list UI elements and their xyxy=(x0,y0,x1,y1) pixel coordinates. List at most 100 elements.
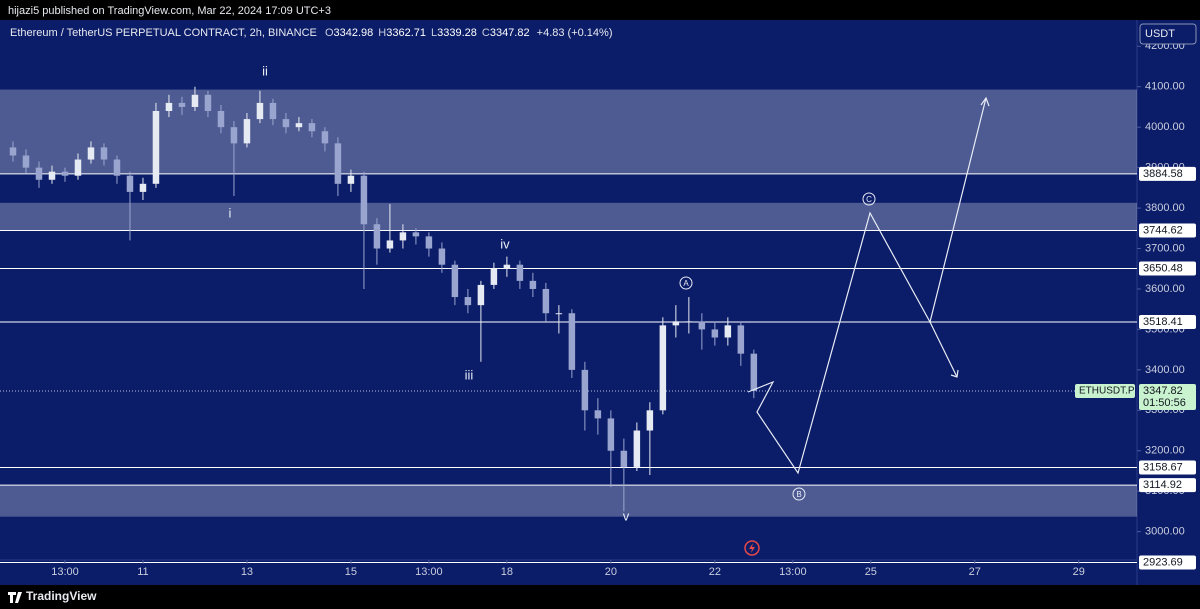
level-label-box xyxy=(1139,223,1196,238)
x-tick-label: 13 xyxy=(241,566,253,578)
ohlc-value: 3347.82 xyxy=(490,27,530,39)
last-price-box xyxy=(1139,383,1196,410)
y-tick-label: 4100.00 xyxy=(1145,81,1185,93)
ohlc-value: 3339.28 xyxy=(437,27,477,39)
candle-body xyxy=(646,410,654,431)
y-tick-label: 3200.00 xyxy=(1145,445,1185,457)
level-label-box xyxy=(1139,460,1196,475)
time-axis: 13:00 11 13 15 13:00 18 20 22 13:00 25 27 29 xyxy=(51,560,1085,578)
arrow-head xyxy=(950,369,959,378)
publisher: hijazi5 published on TradingView.com, Ma… xyxy=(8,5,331,17)
candle-body xyxy=(61,171,69,176)
y-tick-label: 3400.00 xyxy=(1145,364,1185,376)
zone xyxy=(0,485,1137,517)
candle-body xyxy=(711,329,719,338)
candle-body xyxy=(659,325,667,411)
ohlc-key: H xyxy=(378,27,386,39)
candle-body xyxy=(35,167,43,180)
candle-body xyxy=(230,127,238,144)
x-tick-label: 20 xyxy=(605,566,617,578)
level-label-box xyxy=(1139,314,1196,329)
candle-body xyxy=(217,111,225,128)
candle-body xyxy=(607,418,615,451)
candle-body xyxy=(295,123,303,128)
x-tick-label: 11 xyxy=(137,566,148,578)
candle-body xyxy=(477,284,485,306)
symbol-box xyxy=(1075,383,1135,398)
last-price-label: 3347.82 xyxy=(1143,385,1183,397)
plot-bg xyxy=(0,20,1200,585)
wave-label: i xyxy=(229,205,232,220)
candle-body xyxy=(152,111,160,184)
candle-body xyxy=(165,102,173,112)
candle-body xyxy=(464,297,472,306)
candle-body xyxy=(685,321,693,323)
wave-label: C xyxy=(866,195,872,204)
x-tick-label: 22 xyxy=(709,566,721,578)
brand: TradingView xyxy=(26,589,97,603)
logo xyxy=(8,592,22,603)
ohlc-key: O xyxy=(325,27,334,39)
zones xyxy=(0,89,1137,517)
currency-box[interactable] xyxy=(1139,23,1197,45)
symbol-label: ETHUSDT.P xyxy=(1079,386,1135,397)
candle-body xyxy=(74,159,82,176)
ohlc-value: 3362.71 xyxy=(386,27,426,39)
candle-body xyxy=(87,147,95,160)
countdown: 01:50:56 xyxy=(1143,397,1186,409)
candle-body xyxy=(334,143,342,184)
footer xyxy=(0,585,1200,609)
x-tick-label: 13:00 xyxy=(779,566,807,578)
candle-body xyxy=(347,175,355,184)
candle-body xyxy=(490,268,498,285)
level-label: 3518.41 xyxy=(1143,316,1183,328)
candle-body xyxy=(126,175,134,192)
arrow-head xyxy=(980,96,990,107)
candle-body xyxy=(282,119,290,128)
candle-body xyxy=(308,123,316,132)
zone xyxy=(0,89,1137,174)
candle-body xyxy=(724,325,732,338)
change: +4.83 (+0.14%) xyxy=(537,27,613,39)
wave-label: ii xyxy=(262,63,268,78)
candle-body xyxy=(243,119,251,144)
candle-body xyxy=(204,94,212,112)
candle-body xyxy=(438,248,446,265)
projection xyxy=(747,96,990,475)
y-tick-label: 3800.00 xyxy=(1145,202,1185,214)
wave-label: v xyxy=(623,508,630,523)
candle-body xyxy=(22,155,30,168)
y-tick-label: 3700.00 xyxy=(1145,242,1185,254)
x-tick-label: 13:00 xyxy=(51,566,79,578)
x-tick-label: 18 xyxy=(501,566,513,578)
candle-body xyxy=(451,264,459,298)
price-axis: 4200.004100.004000.003900.003800.003700.… xyxy=(1137,40,1196,570)
candle-body xyxy=(412,232,420,237)
ohlc-key: L xyxy=(431,27,437,39)
ohlc: O3342.98 H3362.71 L3339.28 C3347.82 xyxy=(325,27,530,39)
candle-body xyxy=(555,313,563,315)
currency[interactable]: USDT xyxy=(1145,28,1175,40)
candle-body xyxy=(633,430,641,467)
candle-body xyxy=(516,264,524,281)
level-label: 3884.58 xyxy=(1143,168,1183,180)
ohlc-key: C xyxy=(482,27,490,39)
candle-body xyxy=(100,147,108,160)
legend: Ethereum / TetherUS PERPETUAL CONTRACT, … xyxy=(10,27,613,39)
candle-body xyxy=(48,171,56,180)
candle-body xyxy=(568,313,576,370)
candle-body xyxy=(178,102,186,107)
candle-body xyxy=(256,102,264,120)
candle-body xyxy=(373,224,381,249)
candle-body xyxy=(672,321,680,326)
level-label-box xyxy=(1139,166,1196,181)
candle-body xyxy=(698,321,706,330)
wave-label: A xyxy=(683,279,689,288)
candle-body xyxy=(750,353,758,391)
symbol-title: Ethereum / TetherUS PERPETUAL CONTRACT, … xyxy=(10,27,317,39)
y-tick-label: 4000.00 xyxy=(1145,121,1185,133)
y-tick-label: 3000.00 xyxy=(1145,526,1185,538)
x-tick-label: 27 xyxy=(969,566,981,578)
candle-body xyxy=(594,410,602,419)
